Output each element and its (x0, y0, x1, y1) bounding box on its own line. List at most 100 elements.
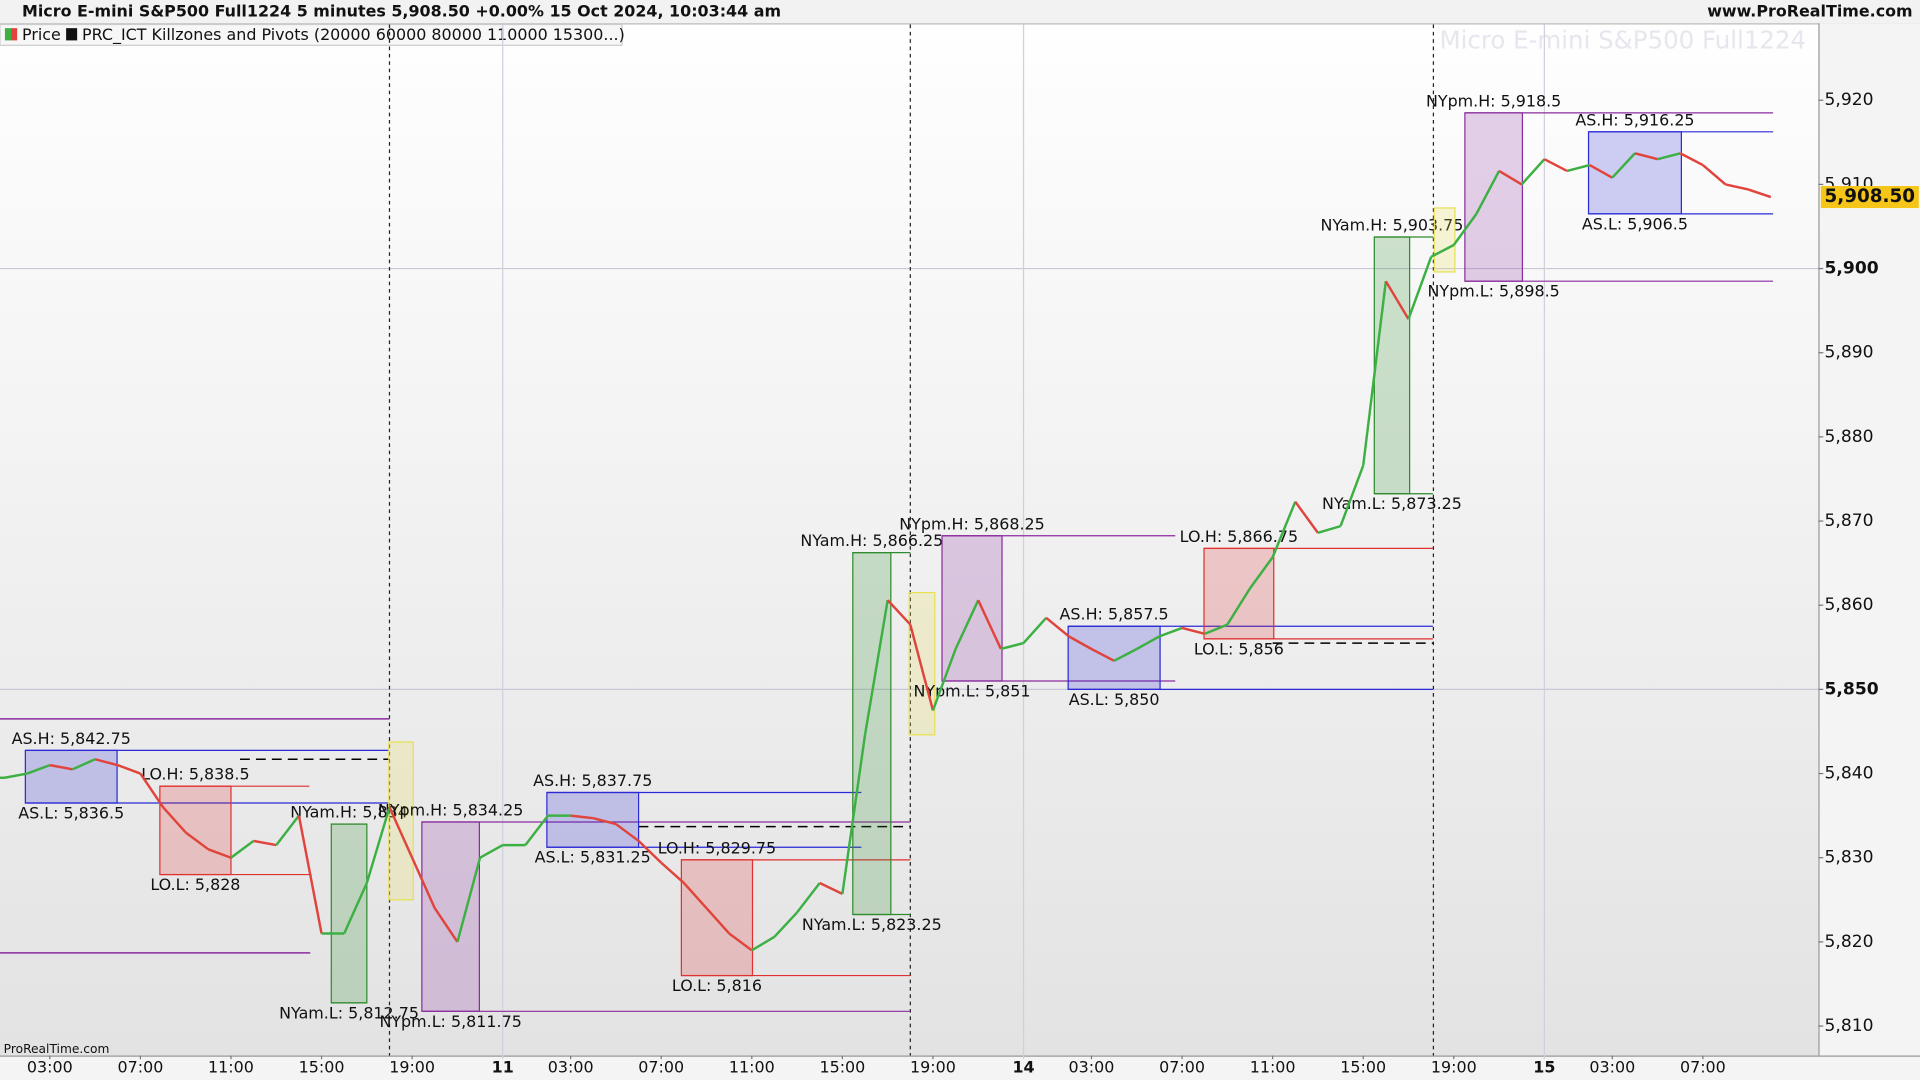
price-segment (139, 772, 165, 808)
pivot-label: AS.L: 5,850 (1069, 690, 1160, 709)
price-segment (1226, 587, 1252, 626)
source: www.ProRealTime.com (1707, 2, 1912, 21)
price-segment (479, 844, 504, 859)
price-segment (819, 881, 843, 896)
pivot-label: LO.L: 5,856 (1194, 639, 1284, 658)
killzone-box (1464, 112, 1524, 282)
plot-area: AS.H: 5,842.75 AS.L: 5,836.5 LO.H: 5,838.5… (0, 24, 1819, 1060)
pivot-label: NYam.L: 5,873.25 (1322, 494, 1462, 513)
price-segment (1068, 635, 1093, 651)
pivot-label: LO.L: 5,816 (672, 976, 762, 995)
x-tick-label: 03:00 (548, 1057, 594, 1076)
killzone-box (680, 859, 754, 977)
legend-box (0, 23, 623, 46)
y-tick-label: 5,900 (1824, 259, 1878, 279)
x-tick-label: 11:00 (729, 1057, 775, 1076)
pivot-label: NYpm.H: 5,918.5 (1426, 91, 1561, 110)
price-segment (863, 599, 889, 736)
price-segment (117, 763, 141, 775)
x-axis-panel (0, 1055, 1920, 1080)
price-segment (705, 907, 731, 935)
price-segment (637, 840, 663, 864)
x-tick-label: 15:00 (819, 1057, 865, 1076)
price-segment (954, 599, 980, 650)
x-tick-label: 11:00 (1250, 1057, 1296, 1076)
price-segment (1657, 152, 1681, 161)
price-segment (1248, 556, 1274, 590)
price-segment (931, 648, 957, 711)
price-segment (1271, 501, 1297, 558)
pivot-label: AS.L: 5,836.5 (18, 804, 124, 823)
pivot-label: NYam.L: 5,812.75 (279, 1003, 419, 1022)
x-tick-label: 11:00 (208, 1057, 254, 1076)
pivot-label: AS.H: 5,916.25 (1575, 110, 1694, 129)
x-tick-label: 15:00 (1340, 1057, 1386, 1076)
price-segment (1113, 647, 1138, 662)
x-tick-label: 03:00 (1069, 1057, 1115, 1076)
x-tick-label: 03:00 (27, 1057, 73, 1076)
price-segment (433, 907, 459, 943)
price-segment (1566, 163, 1590, 173)
price-segment (1022, 617, 1048, 644)
price-segment (728, 932, 753, 952)
price-segment (1204, 623, 1228, 635)
price-segment (615, 823, 640, 842)
price-segment (1475, 170, 1501, 215)
price-segment (592, 816, 617, 826)
pivot-label: AS.L: 5,831.25 (535, 848, 651, 867)
x-tick-label: 19:00 (389, 1057, 435, 1076)
x-tick-label: 07:00 (117, 1057, 163, 1076)
price-segment (1361, 281, 1388, 466)
price-segment (456, 857, 482, 943)
x-tick-label: 19:00 (1431, 1057, 1477, 1076)
footer: ProRealTime.com (4, 1042, 110, 1056)
price-segment (841, 734, 867, 895)
x-tick-label: 15:00 (299, 1057, 345, 1076)
price-segment (751, 935, 776, 952)
killzone-box (24, 749, 118, 804)
pivot-label: NYam.H: 5,903.75 (1320, 215, 1463, 234)
price-segment (1543, 158, 1568, 173)
killzone-box (908, 591, 936, 736)
price-segment (773, 911, 798, 938)
y-tick-label: 5,890 (1824, 343, 1873, 363)
price-segment (162, 806, 187, 834)
pivot-label: NYpm.H: 5,834.25 (378, 800, 523, 819)
pivot-label: AS.H: 5,857.5 (1060, 605, 1169, 624)
price-segment (570, 814, 594, 820)
pivot-label: LO.H: 5,829.75 (658, 838, 776, 857)
watermark: Micro E-mini S&P500 Full1224 (1440, 26, 1807, 55)
price-segment (1294, 500, 1319, 534)
price-segment (4, 772, 28, 779)
price-segment (524, 814, 549, 846)
price-segment (411, 857, 436, 909)
price-segment (1702, 164, 1727, 186)
price-segment (388, 806, 414, 859)
y-tick-label: 5,870 (1824, 511, 1873, 531)
price-segment (1498, 169, 1523, 186)
pivot-label: NYpm.H: 5,868.25 (899, 514, 1044, 533)
price-segment (1634, 152, 1658, 161)
last-price-box (1820, 186, 1919, 209)
y-tick-label: 5,860 (1824, 595, 1873, 615)
y-tick-label: 5,850 (1824, 679, 1878, 699)
price-segment (886, 599, 912, 626)
y-tick-label: 5,920 (1824, 90, 1873, 110)
price-segment (1611, 152, 1636, 179)
killzone-box (330, 823, 368, 1004)
pivot-label: LO.L: 5,828 (150, 875, 240, 894)
y-tick-label: 5,810 (1824, 1016, 1873, 1036)
price-segment (1384, 280, 1410, 320)
price-segment (660, 861, 685, 884)
price-segment (297, 815, 323, 934)
y-tick-label: 5,830 (1824, 848, 1873, 868)
price-segment (230, 839, 255, 859)
price-segment (26, 763, 51, 775)
price-segment (1158, 626, 1183, 638)
pivot-label: AS.H: 5,837.75 (533, 771, 652, 790)
price-segment (1317, 524, 1341, 535)
legend-swatch (11, 28, 18, 41)
price-segment (365, 806, 391, 884)
x-tick-label: 03:00 (1589, 1057, 1635, 1076)
